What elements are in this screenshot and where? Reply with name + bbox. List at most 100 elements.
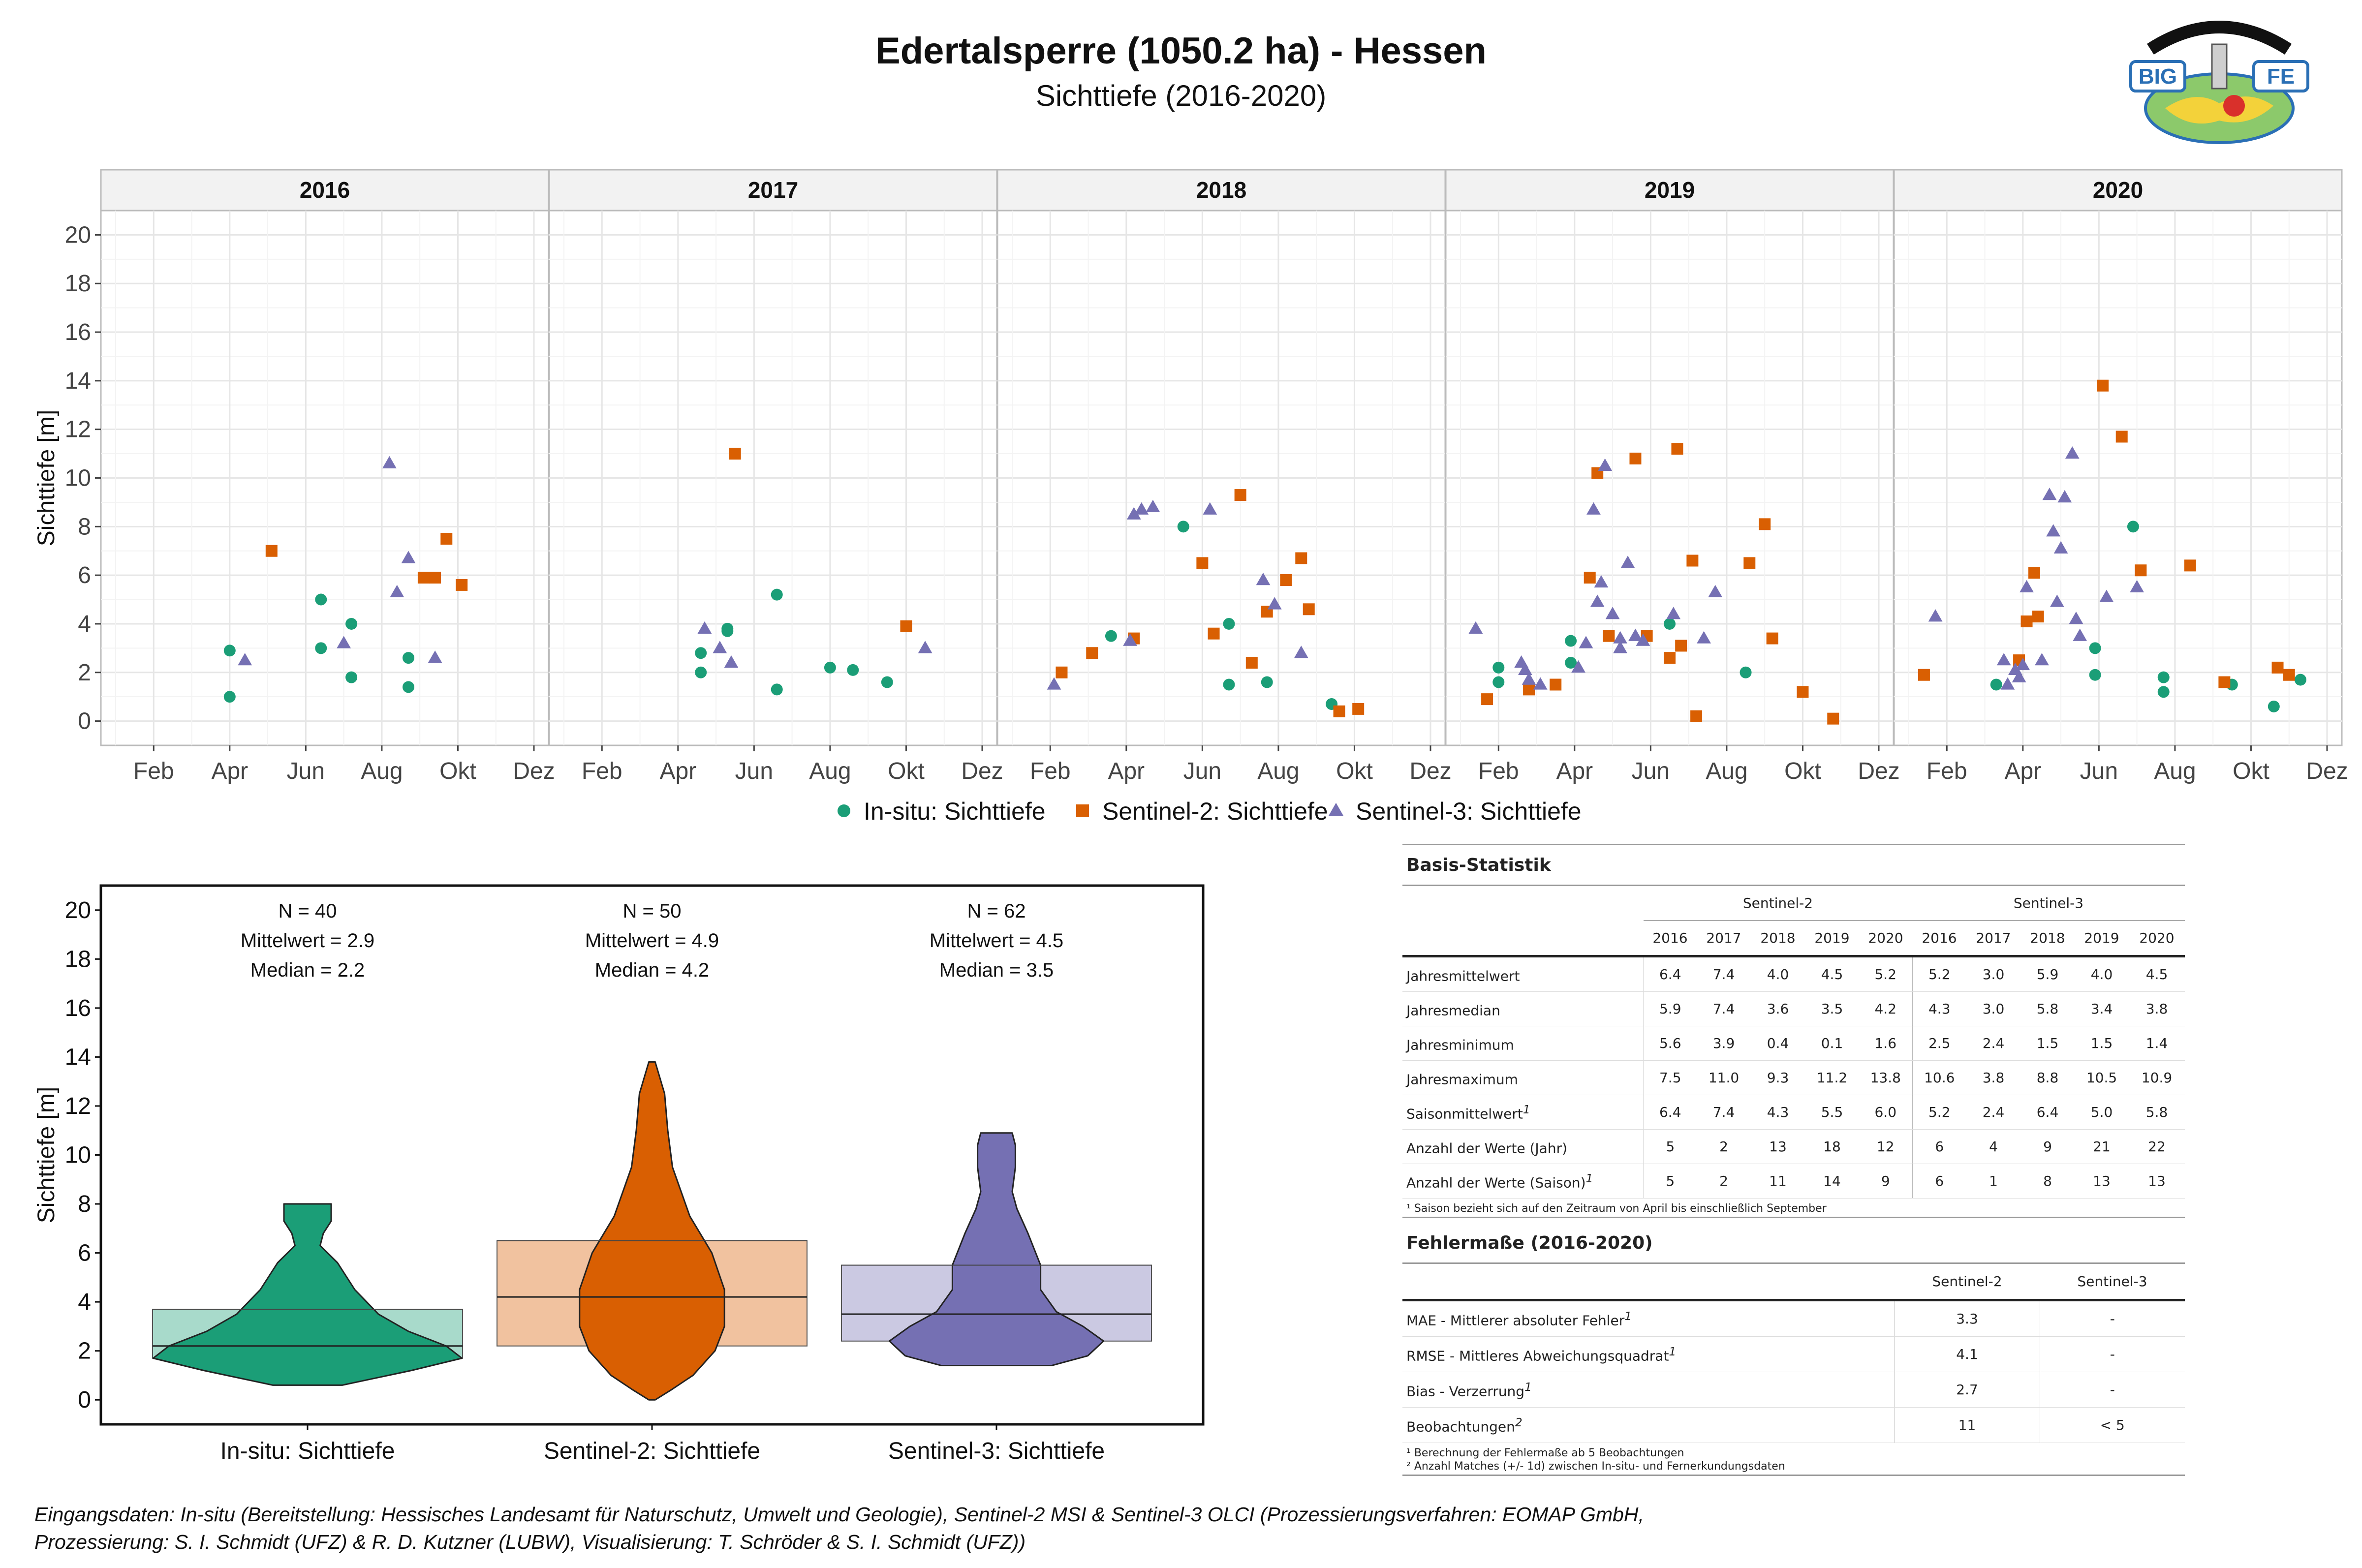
data-point-triangle	[2073, 628, 2087, 641]
data-point-square	[265, 545, 278, 557]
data-point-triangle	[2000, 677, 2015, 690]
data-point-circle	[881, 676, 893, 688]
x-tick-label: Aug	[361, 758, 403, 784]
y-tick-label: 0	[78, 1387, 91, 1413]
data-point-square	[1690, 710, 1703, 722]
data-point-triangle	[1590, 594, 1605, 607]
group-median-label: Median = 2.2	[250, 959, 365, 981]
data-point-square	[1671, 443, 1683, 455]
data-point-circle	[403, 652, 414, 664]
error-row-label: MAE - Mittlerer absoluter Fehler1	[1402, 1300, 1895, 1337]
fehlermasse-table: Sentinel-2 Sentinel-3 MAE - Mittlerer ab…	[1402, 1264, 2185, 1443]
x-tick-label: Feb	[582, 758, 622, 784]
x-tick-label: Apr	[1108, 758, 1145, 784]
data-point-triangle	[2130, 580, 2144, 593]
stats-cell: 5.9	[1644, 991, 1697, 1026]
group-n-label: N = 50	[623, 900, 682, 922]
y-tick-label: 2	[78, 1338, 91, 1364]
data-point-triangle	[401, 551, 416, 563]
error-row-label: RMSE - Mittleres Abweichungsquadrat1	[1402, 1336, 1895, 1372]
y-tick-label: 12	[65, 1093, 91, 1119]
stats-cell: 4.2	[1859, 991, 1913, 1026]
facet-strip	[996, 169, 1446, 212]
data-point-square	[1584, 572, 1596, 584]
facet-label: 2020	[2093, 177, 2143, 203]
stats-cell: 13	[2075, 1164, 2129, 1199]
stats-cell: 3.6	[1751, 991, 1805, 1026]
stats-row: Anzahl der Werte (Jahr) 5 2 13 18 12 6 4 9 21 22	[1402, 1129, 2185, 1164]
data-point-circle	[1177, 521, 1189, 533]
stats-cell: 9	[2020, 1129, 2075, 1164]
y-tick-label: 0	[78, 708, 91, 735]
stats-cell: 5.2	[1912, 956, 1966, 992]
data-point-square	[1603, 630, 1615, 642]
data-point-square	[440, 533, 453, 545]
stats-cell: 2.5	[1912, 1026, 1966, 1061]
stats-row-label: Jahresmedian	[1402, 991, 1644, 1026]
stats-cell: 0.4	[1751, 1026, 1805, 1061]
stats-cell: 4.3	[1751, 1095, 1805, 1130]
data-point-square	[1550, 678, 1562, 691]
stats-row: Jahresmedian 5.9 7.4 3.6 3.5 4.2 4.3 3.0 5.8 3.4 3…	[1402, 991, 2185, 1026]
data-point-circle	[2089, 669, 2101, 681]
y-tick-label: 16	[65, 995, 91, 1021]
x-tick-label: Apr	[1556, 758, 1593, 784]
legend-label: Sentinel-3: Sichttiefe	[1356, 798, 1582, 825]
legend-key-square	[1076, 804, 1089, 817]
y-tick-label: 14	[65, 368, 91, 394]
stats-cell: 3.9	[1697, 1026, 1751, 1061]
data-point-triangle	[390, 584, 404, 597]
data-point-circle	[847, 664, 859, 676]
error-cell: < 5	[2040, 1407, 2185, 1443]
data-point-triangle	[2016, 657, 2030, 671]
data-point-square	[2028, 567, 2040, 579]
facet-strip	[1445, 169, 1895, 212]
data-point-circle	[1492, 676, 1505, 688]
data-point-square	[1797, 686, 1809, 698]
data-point-square	[456, 579, 468, 591]
year-header: 2017	[1966, 921, 2020, 957]
stats-cell: 3.5	[1805, 991, 1859, 1026]
data-point-triangle	[1628, 628, 1643, 641]
y-tick-label: 12	[65, 417, 91, 443]
data-point-triangle	[2050, 594, 2064, 607]
x-tick-label: Aug	[2154, 758, 2196, 784]
stats-cell: 7.5	[1644, 1060, 1697, 1095]
data-point-circle	[2127, 521, 2139, 533]
facet-strip	[1893, 169, 2343, 212]
data-point-circle	[1223, 678, 1235, 691]
facet-label: 2017	[748, 177, 798, 203]
data-point-circle	[695, 666, 707, 678]
y-tick-label: 20	[65, 897, 91, 923]
stats-cell: 5.9	[2020, 956, 2075, 992]
year-header: 2016	[1912, 921, 1966, 957]
x-tick-label: Apr	[211, 758, 248, 784]
data-point-triangle	[1267, 597, 1282, 610]
err-header-s3: Sentinel-3	[2040, 1264, 2185, 1301]
data-point-triangle	[1666, 607, 1681, 619]
data-point-square	[1523, 683, 1535, 696]
data-point-square	[1481, 693, 1493, 706]
stats-cell: 6.0	[1859, 1095, 1913, 1130]
data-point-circle	[345, 671, 358, 683]
fehlermasse-title: Fehlermaße (2016-2020)	[1402, 1223, 2185, 1264]
stats-cell: 1.6	[1859, 1026, 1913, 1061]
data-point-triangle	[2020, 580, 2034, 593]
stats-cell: 13	[2129, 1164, 2185, 1199]
data-point-triangle	[1047, 677, 1061, 690]
x-tick-label: Jun	[2080, 758, 2118, 784]
fehlermasse-note-1: ¹ Berechnung der Fehlermaße ab 5 Beobach…	[1406, 1447, 1684, 1459]
data-point-circle	[1565, 657, 1577, 669]
stats-cell: 10.9	[2129, 1060, 2185, 1095]
y-tick-label: 6	[78, 1240, 91, 1266]
stats-cell: 9.3	[1751, 1060, 1805, 1095]
stats-row: Jahresmaximum 7.5 11.0 9.3 11.2 13.8 10.6 3.8 8.…	[1402, 1060, 2185, 1095]
stats-cell: 5.2	[1859, 956, 1913, 992]
data-point-square	[2020, 615, 2033, 628]
stats-cell: 4.5	[2129, 956, 2185, 992]
data-point-triangle	[697, 621, 712, 634]
legend-key-circle	[838, 804, 850, 817]
stats-cell: 6.4	[1644, 1095, 1697, 1130]
stats-cell: 2	[1697, 1129, 1751, 1164]
basis-statistik-table: Sentinel-2 Sentinel-3 2016 2017 2018 201…	[1402, 886, 2185, 1199]
